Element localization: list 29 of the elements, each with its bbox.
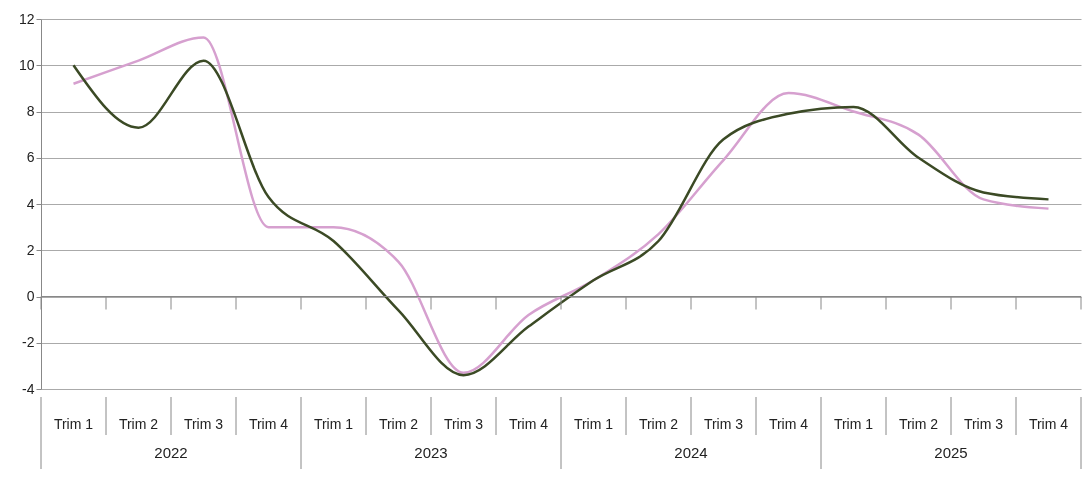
x-tick-label: Trim 2 xyxy=(118,416,159,432)
y-tick-label: 8 xyxy=(26,103,35,119)
text: 2025 xyxy=(934,444,968,461)
text: 2024 xyxy=(674,444,708,461)
x-tick-label: Trim 1 xyxy=(313,416,354,432)
y-tick-label: 4 xyxy=(26,195,35,212)
x-tick-label: Trim 2 xyxy=(378,416,419,432)
x-tick-label: Trim 3 xyxy=(183,416,224,432)
x-tick-label: Trim 3 xyxy=(963,416,1004,432)
y-tick-label: 12 xyxy=(18,10,35,27)
x-tick-label: Trim 1 xyxy=(833,416,874,432)
text: 2022 xyxy=(154,444,188,461)
x-tick-label: Trim 3 xyxy=(703,416,744,432)
y-tick-label: 2 xyxy=(26,241,35,258)
x-tick-label: Trim 3 xyxy=(443,416,484,432)
y-tick-label: -4 xyxy=(22,380,35,397)
x-tick-label: Trim 4 xyxy=(248,416,289,432)
x-tick-label: Trim 1 xyxy=(573,416,614,432)
y-tick-label: 6 xyxy=(26,149,35,166)
x-tick-label: Trim 4 xyxy=(508,416,549,432)
x-tick-label: Trim 2 xyxy=(638,416,679,432)
text: 2023 xyxy=(414,444,448,461)
x-tick-label: Trim 4 xyxy=(1028,416,1069,432)
y-tick-label: 0 xyxy=(26,288,35,304)
y-tick-label: -2 xyxy=(22,334,35,351)
x-tick-label: Trim 4 xyxy=(768,416,809,432)
x-tick-label: Trim 2 xyxy=(898,416,939,432)
x-tick-label: Trim 1 xyxy=(53,416,94,432)
y-tick-label: 10 xyxy=(18,56,35,73)
